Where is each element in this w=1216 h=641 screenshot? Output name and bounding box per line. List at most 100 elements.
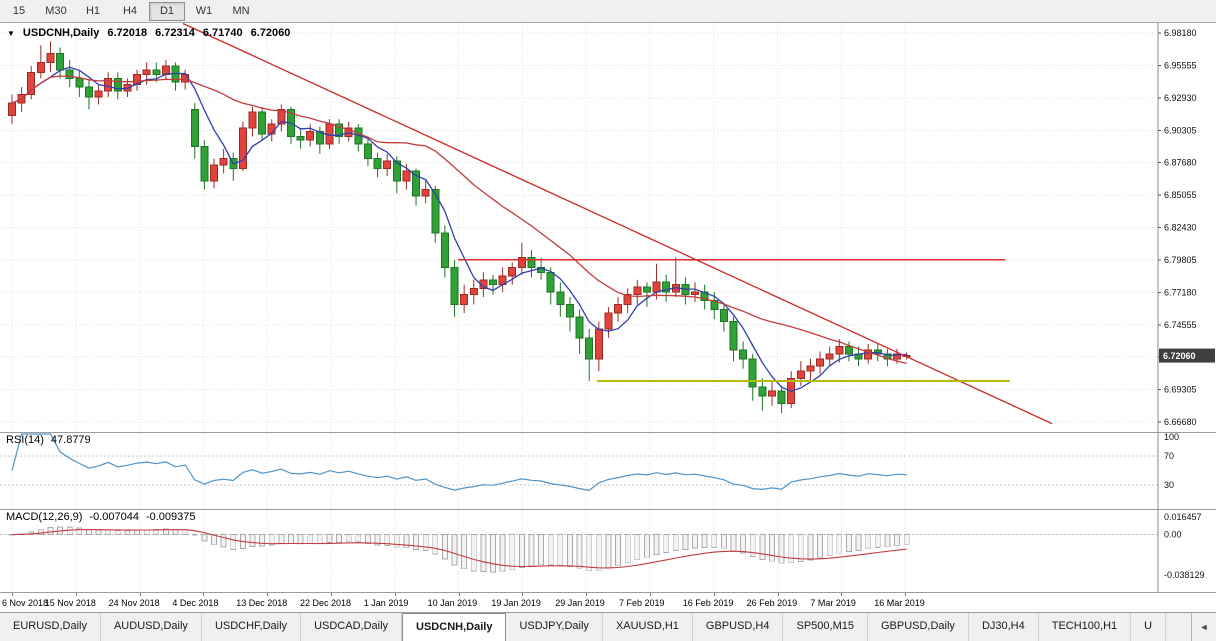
macd-histogram-bar	[692, 534, 698, 549]
macd-histogram-bar	[605, 534, 612, 569]
tab-gbpusd-daily[interactable]: GBPUSD,Daily	[867, 613, 969, 641]
macd-tick-label: 0.016457	[1164, 512, 1202, 522]
macd-histogram-bar	[403, 534, 410, 549]
current-price-tag	[1159, 348, 1215, 363]
macd-histogram-bar	[230, 534, 237, 550]
macd-histogram-bar	[884, 534, 891, 548]
macd-histogram-bar	[759, 534, 766, 560]
ohlc-high: 6.72314	[155, 27, 195, 39]
ohlc-close: 6.72060	[250, 27, 291, 39]
macd-histogram-bar	[836, 534, 843, 554]
candle	[306, 131, 315, 141]
candle	[383, 160, 392, 170]
candle	[825, 353, 834, 360]
candle	[748, 358, 757, 388]
timeframe-button-H4[interactable]: H4	[122, 4, 138, 17]
rsi-chart[interactable]: 100 70 30	[0, 432, 1216, 509]
tab-eurusd-daily[interactable]: EURUSD,Daily	[0, 613, 101, 641]
candle	[113, 77, 122, 92]
candle	[700, 291, 709, 302]
tab-gbpusd-h4[interactable]: GBPUSD,H4	[692, 613, 784, 641]
macd-histogram-bar	[740, 534, 747, 554]
candle	[200, 145, 209, 182]
macd-histogram-bar	[105, 529, 112, 535]
candle	[575, 316, 584, 339]
macd-tick-label: -0.038129	[1164, 570, 1205, 580]
date-tick-label: 24 Nov 2018	[108, 598, 160, 608]
tab-audusd-daily[interactable]: AUDUSD,Daily	[100, 613, 202, 641]
candle	[315, 131, 324, 145]
tab-usdcad-daily[interactable]: USDCAD,Daily	[301, 613, 403, 641]
macd-histogram-bar	[817, 534, 823, 559]
tab-scroll-left-button[interactable]: ◄	[1191, 613, 1216, 641]
timeframe-button-MN[interactable]: MN	[232, 4, 250, 17]
timeframe-button-M30[interactable]: M30	[45, 4, 67, 17]
macd-histogram-bar	[624, 534, 631, 564]
tab-u[interactable]: U	[1131, 613, 1167, 641]
macd-histogram-bar	[663, 534, 670, 554]
macd-histogram-bar	[441, 534, 448, 560]
timeframe-button-D1[interactable]: D1	[149, 1, 185, 21]
candle	[864, 349, 873, 360]
candle	[460, 294, 469, 305]
candle	[27, 71, 36, 96]
timeframe-button-15[interactable]: 15	[12, 4, 26, 17]
tab-dj30-h4[interactable]: DJ30,H4	[968, 613, 1039, 641]
tab-usdjpy-daily[interactable]: USDJPY,Daily	[506, 613, 603, 641]
macd-histogram-bar	[124, 530, 131, 535]
candle	[594, 328, 603, 360]
macd-histogram-bar	[249, 534, 256, 547]
price-tick-label: 6.90305	[1164, 125, 1197, 135]
macd-histogram-bar	[114, 530, 121, 535]
macd-chart[interactable]: 0.016457 0.00 -0.038129	[0, 509, 1216, 592]
candle	[258, 111, 267, 135]
date-tick-label: 7 Mar 2019	[810, 598, 856, 608]
price-tick-label: 6.69305	[1164, 385, 1197, 395]
tab-tech100-h1[interactable]: TECH100,H1	[1038, 613, 1132, 641]
macd-histogram-bar	[374, 534, 381, 546]
collapse-icon[interactable]: ▼	[7, 29, 15, 38]
descending-trendline[interactable]	[182, 23, 1053, 425]
date-tick-label: 7 Feb 2019	[619, 598, 665, 608]
macd-histogram-bar	[345, 534, 352, 543]
chart-ohlc-header: ▼ USDCNH,Daily 6.72018 6.72314 6.71740 6…	[7, 27, 290, 40]
date-tick-label: 15 Nov 2018	[44, 598, 96, 608]
main-chart-panel[interactable]: 6.98180 6.95555 6.92930 6.90305 6.87680 6.850…	[0, 23, 1216, 432]
macd-histogram-bar	[470, 534, 477, 572]
candle	[142, 69, 151, 76]
candle	[796, 370, 805, 380]
candle	[219, 158, 228, 166]
macd-value-main: -0.007044	[89, 511, 139, 523]
rsi-header: RSI(14) 47.8779	[6, 434, 91, 446]
timeframe-button-H1[interactable]: H1	[85, 4, 101, 17]
macd-histogram-bar	[37, 529, 44, 535]
tab-xauusd-h1[interactable]: XAUUSD,H1	[602, 613, 693, 641]
macd-histogram-bar	[720, 534, 727, 549]
candle	[210, 164, 219, 182]
macd-histogram-bar	[576, 534, 583, 569]
tab-usdchf-daily[interactable]: USDCHF,Daily	[201, 613, 302, 641]
candle	[739, 349, 748, 360]
macd-histogram-bar	[567, 534, 573, 567]
candle	[36, 61, 45, 73]
timeframe-button-W1[interactable]: W1	[195, 4, 213, 17]
date-tick-label: 26 Feb 2019	[746, 598, 798, 608]
macd-histogram-bar	[595, 534, 602, 571]
price-tick-label: 6.87680	[1164, 158, 1197, 168]
tab-sp500-m15[interactable]: SP500,M15	[783, 613, 868, 641]
timeframe-toolbar: 15 M30 H1 H4 D1 W1 MN	[0, 0, 1216, 23]
macd-value-signal: -0.009375	[145, 511, 196, 523]
candle	[729, 321, 738, 351]
tab-usdcnh-daily[interactable]: USDCNH,Daily	[402, 613, 507, 641]
macd-histogram-bar	[499, 534, 506, 572]
date-tick-mark	[139, 593, 141, 596]
candlestick-chart[interactable]: 6.98180 6.95555 6.92930 6.90305 6.87680 6.850…	[0, 23, 1216, 432]
date-tick-mark	[75, 593, 77, 596]
macd-histogram-bar	[47, 527, 54, 535]
macd-panel[interactable]: 0.016457 0.00 -0.038129 MACD(12,26,9) -0.0…	[0, 509, 1216, 592]
candle	[893, 353, 902, 360]
macd-histogram-bar	[807, 534, 814, 561]
candle	[508, 266, 517, 277]
ohlc-low: 6.71740	[202, 27, 243, 39]
rsi-panel[interactable]: 100 70 30 RSI(14) 47.8779	[0, 432, 1216, 509]
